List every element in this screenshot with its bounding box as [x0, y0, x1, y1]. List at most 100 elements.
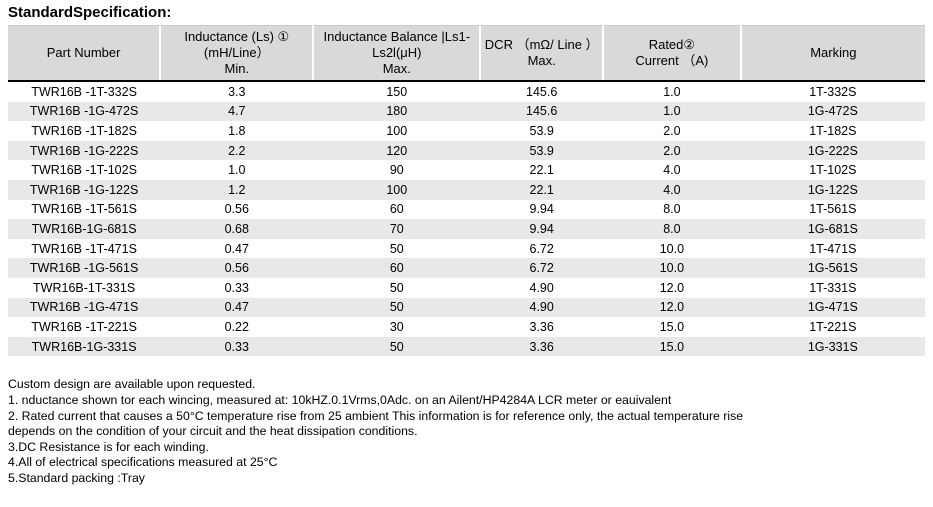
table-cell: 53.9: [480, 140, 604, 161]
note-2-line-2: depends on the condition of your circuit…: [8, 424, 418, 439]
table-cell: TWR16B -1G-222S: [8, 140, 161, 161]
table-cell: 9.94: [529, 202, 554, 217]
table-cell: 10.0: [603, 258, 741, 278]
table-cell: 6.72: [480, 258, 604, 278]
table-cell: 1.0: [228, 163, 246, 178]
page-title: StandardSpecification:: [8, 4, 172, 21]
table-cell: TWR16B -1T-332S: [31, 84, 137, 99]
table-row: TWR16B -1G-122S 1.2 100 22.1 4.0 1G-122S: [8, 179, 925, 200]
note-2-line-1: 2. Rated current that causes a 50°C temp…: [8, 408, 744, 423]
table-cell: 22.1: [480, 179, 604, 200]
table-row: TWR16B -1G-561S 0.56 60 6.72 10.0 1G-561S: [8, 258, 925, 278]
table-cell: 1G-471S: [740, 297, 925, 318]
note-5: 5.Standard packing :Tray: [8, 470, 145, 485]
table-cell: 1G-472S: [740, 101, 925, 122]
table-cell: 6.72: [529, 241, 554, 256]
table-cell: 4.0: [603, 179, 741, 200]
table-cell: 1G-331S: [740, 336, 925, 357]
note-3: 3.DC Resistance is for each winding.: [8, 439, 209, 454]
footnotes: Custom design are available upon request…: [8, 377, 933, 486]
table-row: TWR16B -1T-221S 0.22 30 3.36 15.0 1T-221S: [8, 317, 925, 337]
table-row: TWR16B-1G-331S 0.33 50 3.36 15.0 1G-331S: [8, 336, 925, 357]
table-cell: 22.1: [529, 163, 554, 178]
note-1: 1. nductance shown tor each wincing, mea…: [8, 392, 672, 407]
table-cell: 0.33: [160, 336, 314, 357]
table-cell: 150: [386, 84, 408, 99]
table-cell: 100: [313, 179, 481, 200]
table-row: TWR16B -1T-332S 3.3 150 145.6 1.0 1T-332S: [8, 81, 925, 102]
table-row: TWR16B -1T-182S 1.8 100 53.9 2.0 1T-182S: [8, 121, 925, 141]
table-row: TWR16B -1G-471S 0.47 50 4.90 12.0 1G-471S: [8, 297, 925, 318]
column-header-part-number: Part Number: [8, 25, 162, 82]
table-cell: 3.36: [480, 336, 604, 357]
table-row: TWR16B-1T-331S 0.33 50 4.90 12.0 1T-331S: [8, 278, 925, 298]
table-cell: 1T-471S: [809, 241, 857, 256]
table-cell: 145.6: [480, 101, 604, 122]
table-cell: TWR16B -1T-561S: [31, 202, 137, 217]
table-cell: 1.0: [603, 101, 741, 122]
table-cell: 1T-332S: [809, 84, 857, 99]
table-cell: 2.0: [663, 123, 681, 138]
table-cell: 70: [313, 219, 481, 239]
table-cell: 30: [389, 319, 404, 334]
spec-table-body: TWR16B -1T-332S 3.3 150 145.6 1.0 1T-332S TWR1…: [8, 81, 925, 357]
note-custom-design: Custom design are available upon request…: [8, 377, 256, 392]
table-cell: 100: [386, 123, 408, 138]
table-row: TWR16B -1G-472S 4.7 180 145.6 1.0 1G-472S: [8, 101, 925, 122]
header-row: Part Number Inductance (Ls) ① (mH/Line） Min…: [8, 25, 925, 82]
column-header-inductance: Inductance (Ls) ① (mH/Line） Min.: [160, 25, 315, 82]
table-cell: 0.22: [224, 319, 249, 334]
column-header-rated-current: Rated② Current （A): [603, 25, 742, 82]
table-cell: 4.0: [663, 163, 681, 178]
table-row: TWR16B -1T-561S 0.56 60 9.94 8.0 1T-561S: [8, 200, 925, 220]
table-cell: 1G-122S: [740, 179, 925, 200]
table-row: TWR16B-1G-681S 0.68 70 9.94 8.0 1G-681S: [8, 219, 925, 239]
table-cell: 1G-561S: [740, 258, 925, 278]
table-cell: 15.0: [659, 319, 685, 334]
table-cell: 2.2: [160, 140, 314, 161]
table-cell: 50: [313, 336, 481, 357]
column-header-dcr: DCR （mΩ/ Line ） Max.: [480, 25, 605, 82]
table-cell: TWR16B -1T-182S: [31, 123, 137, 138]
table-cell: 50: [313, 297, 481, 318]
note-4: 4.All of electrical specifications measu…: [8, 455, 278, 470]
table-cell: TWR16B -1G-122S: [8, 179, 161, 200]
table-cell: 120: [313, 140, 481, 161]
table-cell: 0.47: [224, 241, 249, 256]
table-cell: 4.90: [529, 280, 554, 295]
table-cell: 0.56: [224, 202, 249, 217]
table-cell: 1.0: [663, 84, 681, 99]
table-cell: 10.0: [659, 241, 685, 256]
table-cell: 50: [389, 280, 404, 295]
table-cell: 0.33: [224, 280, 249, 295]
table-cell: 15.0: [603, 336, 741, 357]
table-cell: TWR16B -1T-471S: [31, 241, 137, 256]
table-cell: 1T-561S: [809, 202, 857, 217]
table-cell: 53.9: [529, 123, 554, 138]
table-cell: 50: [389, 241, 404, 256]
table-row: TWR16B -1T-471S 0.47 50 6.72 10.0 1T-471S: [8, 239, 925, 259]
table-cell: TWR16B -1T-221S: [31, 319, 137, 334]
table-row: TWR16B -1G-222S 2.2 120 53.9 2.0 1G-222S: [8, 140, 925, 161]
table-cell: 1T-221S: [809, 319, 857, 334]
table-cell: 4.7: [160, 101, 314, 122]
table-cell: 1T-331S: [809, 280, 857, 295]
table-cell: TWR16B-1G-681S: [8, 219, 161, 239]
table-cell: 90: [389, 163, 404, 178]
table-cell: 145.6: [526, 84, 558, 99]
table-cell: TWR16B -1T-102S: [31, 163, 137, 178]
table-cell: 0.68: [160, 219, 314, 239]
table-cell: 3.3: [228, 84, 246, 99]
table-cell: 12.0: [603, 297, 741, 318]
table-cell: 8.0: [663, 202, 681, 217]
table-cell: 60: [313, 258, 481, 278]
table-cell: 1G-681S: [740, 219, 925, 239]
table-cell: 1.2: [160, 179, 314, 200]
table-row: TWR16B -1T-102S 1.0 90 22.1 4.0 1T-102S: [8, 160, 925, 180]
table-cell: 4.90: [480, 297, 604, 318]
table-cell: 1G-222S: [740, 140, 925, 161]
table-cell: 180: [313, 101, 481, 122]
table-cell: TWR16B -1G-472S: [8, 101, 161, 122]
table-cell: 0.56: [160, 258, 314, 278]
column-header-inductance-balance: Inductance Balance |Ls1- Ls2l(μH) Max.: [313, 25, 482, 82]
